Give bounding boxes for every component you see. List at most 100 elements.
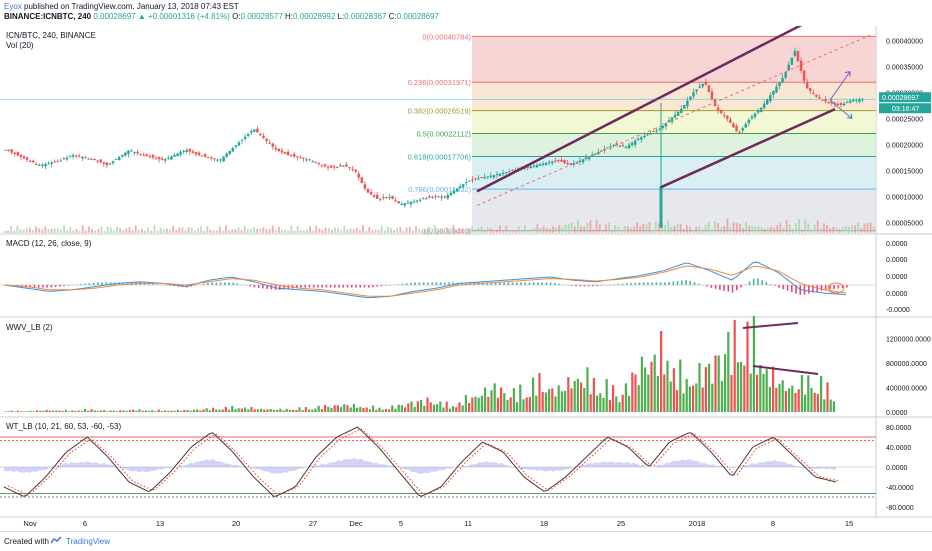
wwv-bar [128, 410, 131, 412]
macd-histogram-bar [786, 285, 789, 291]
volume-bar [365, 230, 368, 233]
wwv-bar [535, 395, 538, 412]
wwv-bar [186, 409, 189, 412]
wwv-bar [16, 410, 19, 412]
wwv-bar [685, 378, 688, 412]
channel-lower-line[interactable] [660, 107, 836, 189]
candle-body [311, 161, 314, 163]
volume-bar [620, 230, 623, 233]
time-axis-tick: 27 [309, 519, 317, 528]
volume-bar [430, 230, 433, 233]
candle-body [13, 152, 16, 154]
macd-histogram-bar [494, 282, 497, 285]
wwv-bar [740, 361, 743, 412]
chart-area[interactable]: 0(0.00040784) 0.236(0.00031971) 0.382(0.00… [0, 26, 932, 531]
volume-bar [577, 219, 579, 233]
wwv-bar [756, 374, 759, 412]
price-axis-tick: 0.00020000 [886, 143, 923, 150]
volume-bar [676, 224, 679, 233]
price-axis-tick: 0.00040000 [886, 38, 923, 45]
candle-body [259, 133, 262, 136]
volume-bar [810, 229, 813, 233]
macd-histogram-bar [321, 285, 323, 288]
macd-histogram-bar [363, 285, 366, 288]
volume-bar [231, 229, 234, 233]
tradingview-brand[interactable]: TradingView [66, 537, 111, 546]
wwv-bar [429, 402, 432, 412]
macd-histogram-bar [549, 282, 552, 285]
volume-bar [165, 228, 168, 233]
volume-bar [408, 227, 411, 233]
channel-upper-line[interactable] [476, 26, 812, 193]
volume-bar [103, 230, 106, 233]
candle-body [78, 155, 81, 157]
candle-body [228, 150, 231, 155]
macd-histogram-bar [748, 281, 751, 285]
wwv-bar [154, 411, 157, 412]
candle-body [802, 70, 806, 81]
wwv-bar [829, 399, 832, 412]
candle-body [615, 143, 618, 146]
candle-body [707, 85, 711, 92]
volume-bar [60, 229, 62, 233]
wwv-bar [327, 406, 330, 412]
macd-histogram-bar [410, 282, 412, 285]
macd-histogram-bar [418, 282, 421, 285]
wwv-bar [640, 356, 643, 412]
candle-body [695, 89, 698, 92]
volume-bar [122, 230, 125, 233]
macd-histogram-bar [680, 280, 683, 285]
candle-body [28, 160, 32, 162]
volume-bar [327, 227, 330, 233]
wwv-bar [461, 405, 464, 412]
candle-body [809, 88, 812, 92]
volume-bar [100, 226, 103, 233]
candle-body [366, 188, 370, 193]
macd-histogram-bar [283, 285, 285, 290]
wwv-bar [605, 379, 608, 412]
candle-body [845, 102, 849, 104]
wwv-bar [746, 321, 749, 412]
macd-histogram-bar [295, 285, 298, 288]
volume-bar [651, 230, 654, 233]
candle-body [372, 194, 376, 197]
volume-bar [337, 227, 340, 233]
author-link[interactable]: Eyox [4, 2, 22, 11]
volume-bar [184, 230, 187, 233]
candle-body [289, 155, 293, 157]
volume-bar [287, 230, 290, 233]
candle-body [744, 123, 747, 128]
wwv-bar [650, 361, 653, 412]
volume-bar [838, 229, 841, 233]
wwv-bar [759, 365, 762, 412]
wwv-bar [522, 399, 525, 412]
macd-histogram-bar [841, 285, 844, 289]
wwv-bar [256, 409, 259, 412]
volume-bar [872, 226, 875, 233]
candle-body [207, 157, 210, 159]
candle-body [200, 155, 204, 157]
macd-cross-circle [827, 282, 845, 294]
volume-bar [773, 227, 776, 233]
volume-bar [383, 230, 386, 233]
macd-histogram-bar [833, 285, 835, 289]
volume-bar [302, 230, 305, 233]
wwv-bar [663, 374, 666, 412]
published-text: published on TradingView.com, January 13… [24, 2, 239, 11]
wwv-bar [80, 410, 83, 412]
macd-histogram-bar [126, 282, 129, 285]
wwv-bar [813, 392, 816, 412]
macd-signal-line [3, 265, 847, 297]
wwv-bar [4, 411, 7, 412]
header-bar: Eyox published on TradingView.com, Janua… [0, 0, 932, 26]
wwv-bar [240, 408, 243, 412]
candle-body [234, 145, 238, 147]
channel-mid-line [476, 34, 871, 206]
candle-body [382, 197, 385, 199]
wwv-bar [135, 410, 138, 412]
macd-histogram-bar [630, 283, 632, 285]
candle-body [133, 152, 136, 154]
volume-bar [701, 230, 704, 233]
wwv-bar [378, 407, 381, 412]
volume-bar [614, 225, 617, 233]
